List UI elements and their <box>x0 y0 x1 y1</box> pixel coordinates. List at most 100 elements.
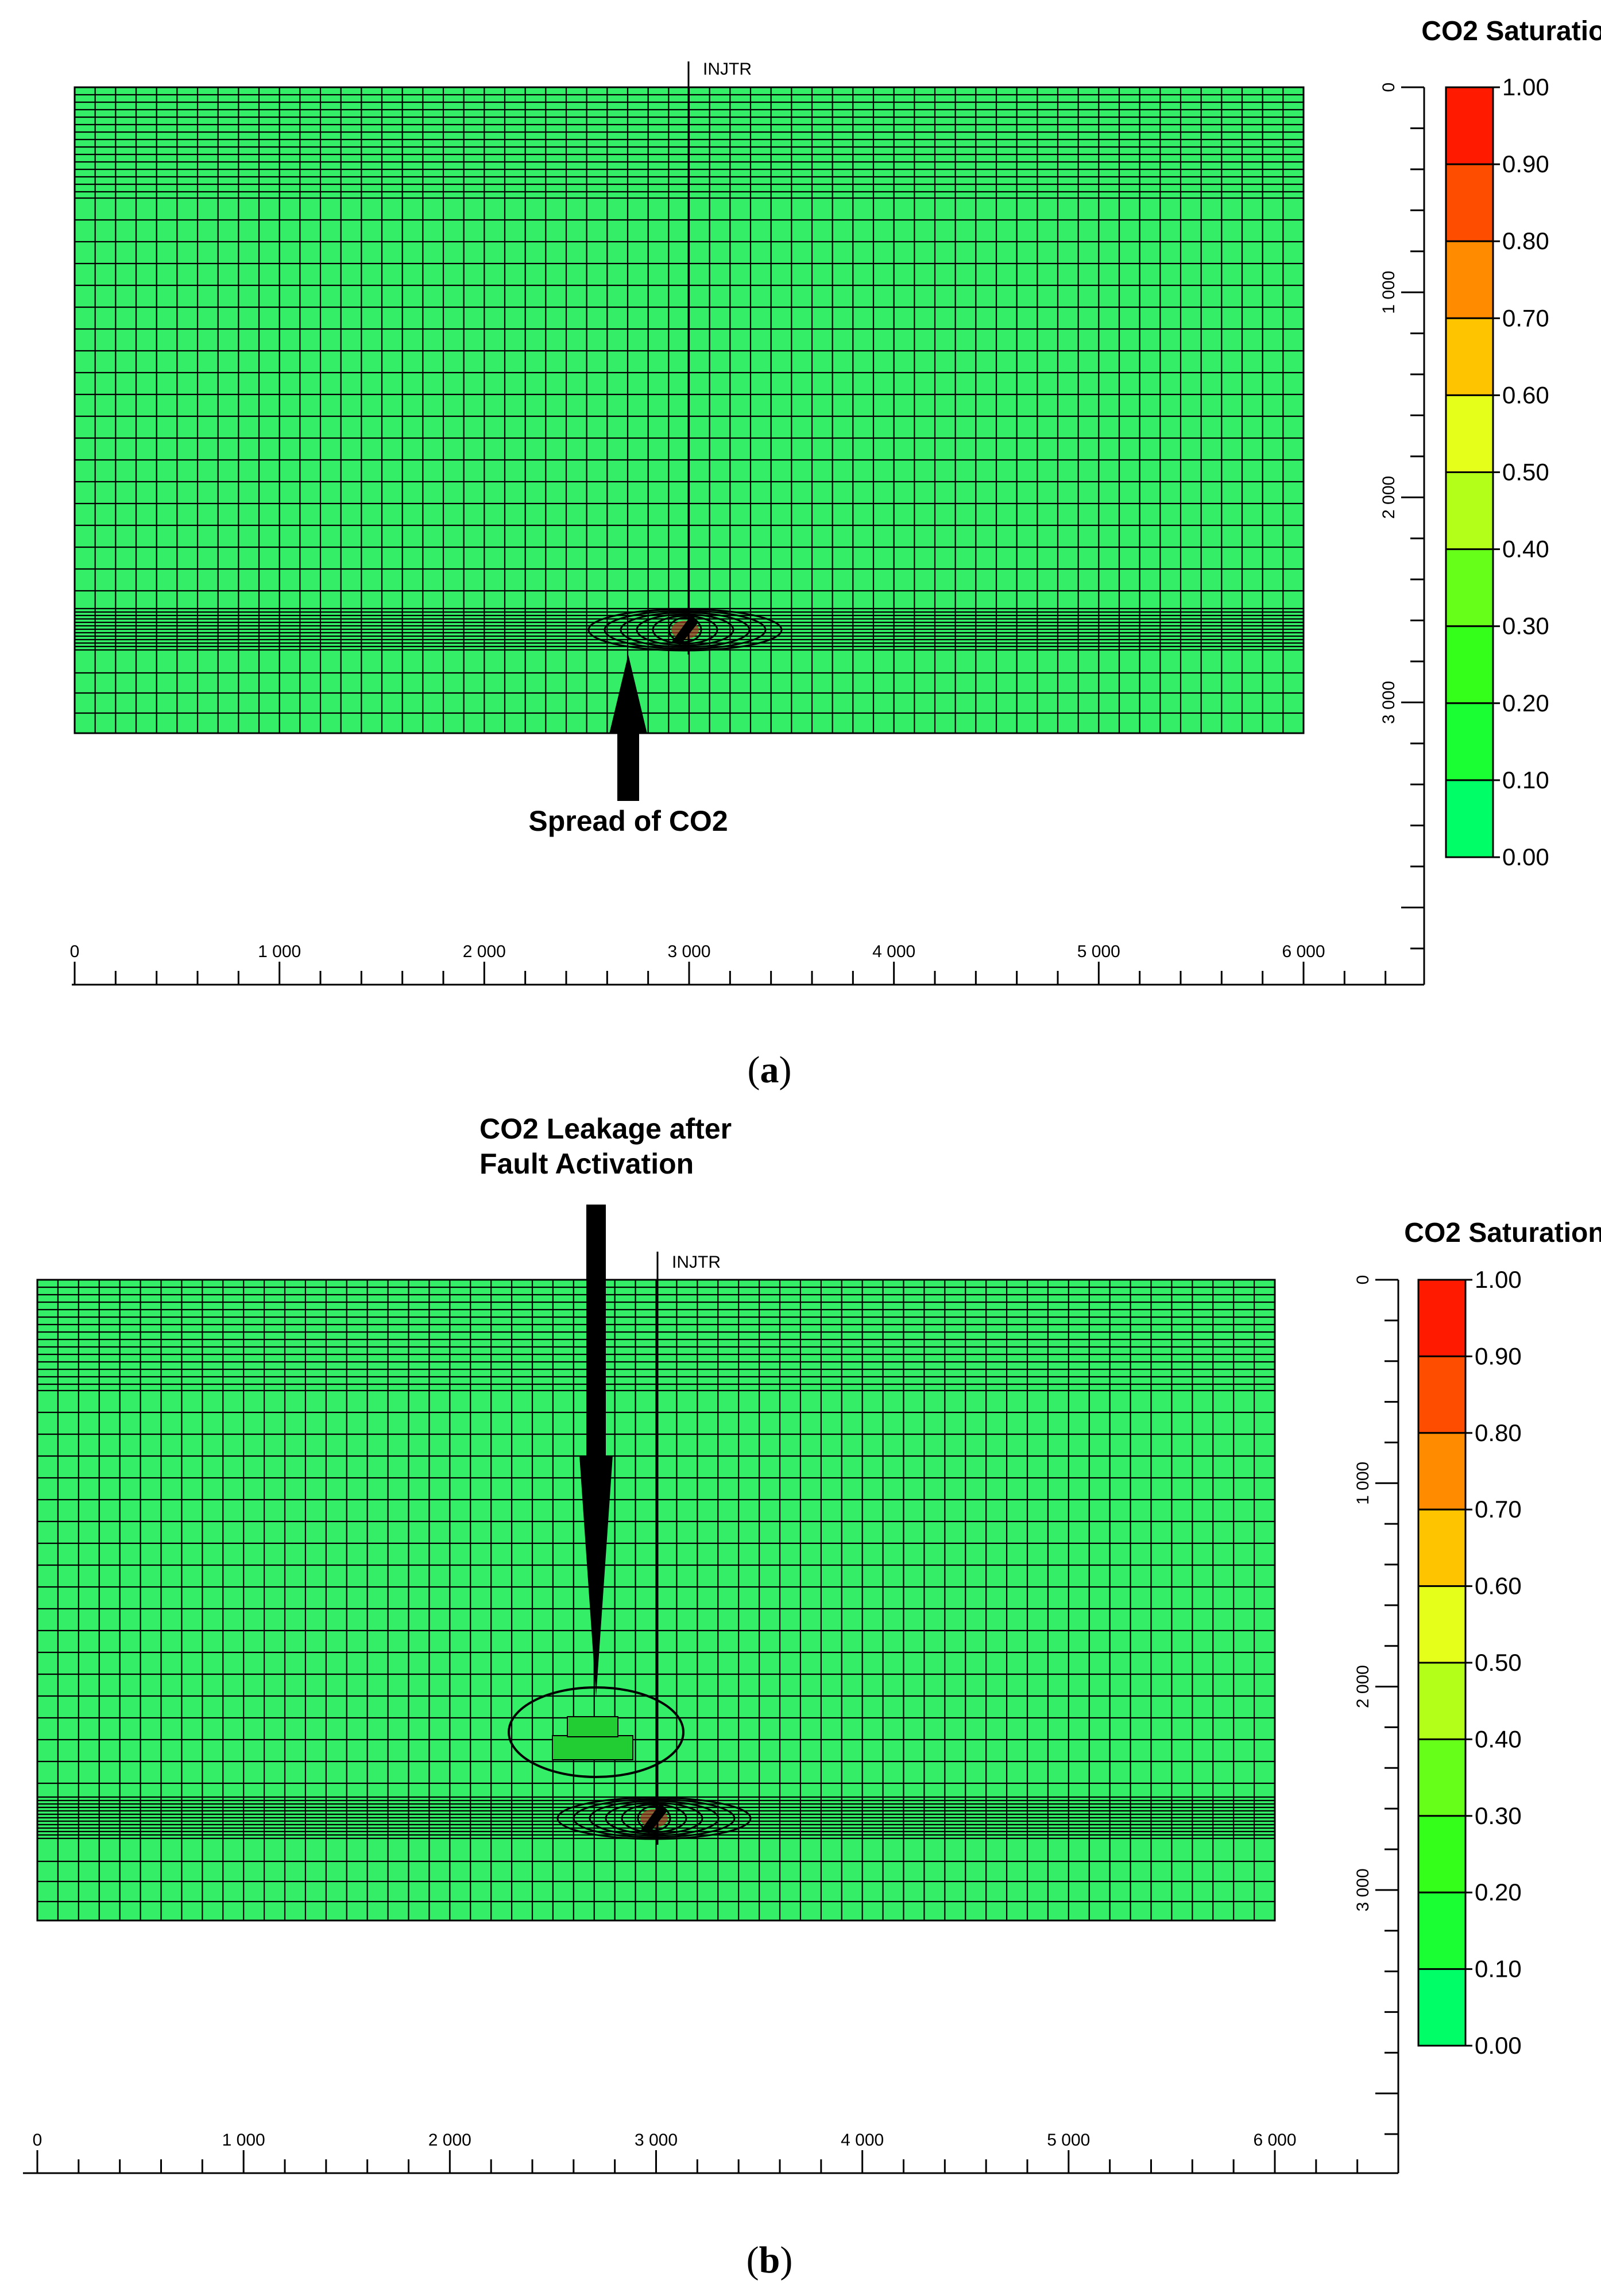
x-tick-label: 0 <box>33 2131 42 2150</box>
legend-title: CO2 Saturation <box>1404 1218 1601 1248</box>
colorbar-legend-b: CO2 Saturation 1.00 0.90 0.80 0.70 0.60 0.50 0.… <box>1404 1218 1601 2059</box>
legend-label: 0.80 <box>1502 227 1549 254</box>
leakage-annotation-line1: CO2 Leakage after <box>479 1113 732 1145</box>
plume-contour <box>637 1805 671 1832</box>
plume-contour <box>556 1796 752 1840</box>
legend-swatch <box>1417 1891 1467 1970</box>
x-tick-label: 4 000 <box>872 942 915 961</box>
x-tick-label: 6 000 <box>1253 2131 1296 2150</box>
plume-contour <box>573 1798 736 1838</box>
x-tick-label: 3 000 <box>667 942 710 961</box>
x-tick-label: 5 000 <box>1047 2131 1090 2150</box>
x-tick-label: 0 <box>70 942 80 961</box>
co2-plume-a <box>587 608 783 652</box>
legend-label: 0.60 <box>1502 381 1549 408</box>
spread-arrow-a <box>609 655 647 801</box>
y-axis-b: 0 1 000 2 000 3 000 <box>1353 1275 1399 2173</box>
legend-label: 0.70 <box>1502 304 1549 331</box>
well-completion-arrow <box>671 615 699 645</box>
y-tick-label: 0 <box>1353 1275 1372 1285</box>
y-tick-label: 2 000 <box>1379 476 1398 519</box>
x-tick-label: 2 000 <box>463 942 506 961</box>
panel-a: INJTR Spread of CO2 0 1 000 2 000 3 000 4 00… <box>70 16 1601 1091</box>
x-tick-label: 4 000 <box>841 2131 884 2150</box>
legend-swatch <box>1417 1585 1467 1664</box>
legend-label: 0.00 <box>1475 2032 1522 2059</box>
legend-swatch <box>1445 394 1494 474</box>
legend-label: 0.00 <box>1502 843 1549 870</box>
legend-label: 0.10 <box>1502 766 1549 793</box>
plume-contour <box>621 1803 687 1833</box>
legend-swatch <box>1417 1508 1467 1588</box>
legend-label: 1.00 <box>1475 1266 1522 1293</box>
legend-swatch <box>1445 548 1494 628</box>
legend-label: 1.00 <box>1502 73 1549 100</box>
legend-swatch <box>1445 471 1494 551</box>
spread-annotation: Spread of CO2 <box>528 805 728 837</box>
co2-plume-b <box>556 1796 752 1840</box>
plume-contour <box>620 611 751 648</box>
legend-label: 0.70 <box>1475 1496 1522 1523</box>
well-completion-arrow <box>640 1803 668 1833</box>
y-tick-label: 1 000 <box>1379 271 1398 314</box>
leakage-arrow-b <box>579 1205 613 1697</box>
x-tick-label: 1 000 <box>258 942 301 961</box>
legend-swatch <box>1445 240 1494 319</box>
leakage-annotation-line2: Fault Activation <box>479 1148 694 1180</box>
panel-b: CO2 Leakage after Fault Activation INJTR… <box>23 1113 1601 2281</box>
legend-label: 0.10 <box>1475 1956 1522 1983</box>
plume-contour <box>587 608 783 652</box>
legend-swatch <box>1445 163 1494 242</box>
legend-swatch <box>1417 1738 1467 1817</box>
legend-label: 0.40 <box>1475 1725 1522 1752</box>
y-tick-label: 3 000 <box>1379 681 1398 724</box>
leakage-cells-upper <box>567 1716 618 1737</box>
legend-label: 0.30 <box>1502 613 1549 640</box>
legend-swatch <box>1417 1279 1467 1357</box>
legend-label: 0.90 <box>1502 150 1549 177</box>
well-label-b: INJTR <box>672 1253 721 1272</box>
plume-contour <box>589 1800 720 1837</box>
legend-swatch <box>1445 779 1494 858</box>
legend-label: 0.90 <box>1475 1342 1522 1369</box>
legend-swatch <box>1417 1815 1467 1894</box>
reservoir-grid-b <box>36 1279 1276 1922</box>
x-tick-label: 2 000 <box>428 2131 471 2150</box>
x-axis-a: 0 1 000 2 000 3 000 4 000 5 000 6 000 <box>70 942 1424 986</box>
plume-contour <box>605 1802 703 1835</box>
legend-swatch <box>1417 1968 1467 2047</box>
plume-contour <box>652 615 718 645</box>
legend-swatch <box>1417 1355 1467 1434</box>
legend-label: 0.40 <box>1502 536 1549 563</box>
legend-swatch <box>1445 86 1494 165</box>
y-axis-a: 0 1 000 2 000 3 000 <box>1379 83 1425 985</box>
legend-label: 0.50 <box>1502 459 1549 486</box>
y-tick-label: 1 000 <box>1353 1462 1372 1505</box>
colorbar-legend-a: CO2 Saturation 1.00 0.90 0.80 0.70 0.60 0.50 0.… <box>1421 16 1601 870</box>
legend-title: CO2 Saturation <box>1421 16 1601 47</box>
legend-label: 0.60 <box>1475 1573 1522 1600</box>
plume-contour <box>636 613 734 646</box>
y-tick-label: 3 000 <box>1353 1868 1372 1911</box>
legend-label: 0.20 <box>1502 690 1549 717</box>
x-tick-label: 6 000 <box>1282 942 1325 961</box>
y-tick-label: 2 000 <box>1353 1665 1372 1708</box>
x-tick-label: 1 000 <box>222 2131 265 2150</box>
legend-swatch <box>1445 317 1494 396</box>
well-label-a: INJTR <box>703 60 752 79</box>
caption-a: (a) <box>748 1049 792 1091</box>
legend-label: 0.50 <box>1475 1649 1522 1676</box>
legend-swatch <box>1417 1432 1467 1511</box>
legend-swatch <box>1445 702 1494 781</box>
legend-swatch <box>1417 1662 1467 1740</box>
x-axis-b: 0 1 000 2 000 3 000 4 000 5 000 6 000 <box>23 2131 1398 2174</box>
y-tick-label: 0 <box>1379 83 1398 92</box>
legend-label: 0.30 <box>1475 1802 1522 1829</box>
legend-label: 0.80 <box>1475 1419 1522 1446</box>
plume-contour <box>668 617 702 643</box>
x-tick-label: 3 000 <box>635 2131 678 2150</box>
x-tick-label: 5 000 <box>1077 942 1120 961</box>
caption-b: (b) <box>747 2239 793 2281</box>
legend-label: 0.20 <box>1475 1879 1522 1906</box>
